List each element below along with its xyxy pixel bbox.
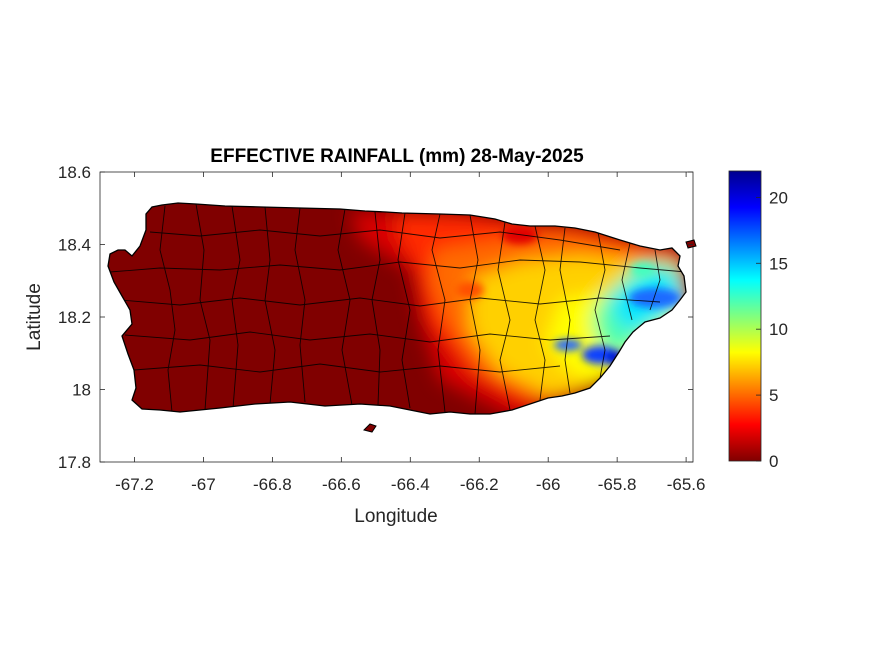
caja-de-muertos-island xyxy=(363,423,377,433)
x-tick-label: -66.8 xyxy=(253,475,292,494)
x-tick-label: -65.6 xyxy=(667,475,706,494)
colorbar-ticks: 0 5 10 15 20 xyxy=(756,188,788,471)
map-title: EFFECTIVE RAINFALL (mm) 28-May-2025 xyxy=(210,146,584,167)
x-tick-label: -66.4 xyxy=(391,475,430,494)
x-tick-label: -66 xyxy=(536,475,561,494)
island-coastline xyxy=(107,202,687,415)
y-tick-label: 17.8 xyxy=(58,453,91,472)
y-axis-ticks: 17.8 18 18.2 18.4 18.6 xyxy=(58,163,693,472)
y-axis-label: Latitude xyxy=(24,283,45,351)
colorbar-tick-label: 20 xyxy=(769,188,788,207)
colorbar-tick-label: 15 xyxy=(769,254,788,273)
x-axis-ticks: -67.2 -67 -66.8 -66.6 -66.4 -66.2 -66 -65.8 -65.… xyxy=(115,172,705,494)
x-tick-label: -67 xyxy=(191,475,216,494)
colorbar-tick-label: 0 xyxy=(769,452,778,471)
colorbar xyxy=(728,170,762,462)
y-tick-label: 18.6 xyxy=(58,163,91,182)
colorbar-tick-label: 10 xyxy=(769,320,788,339)
x-tick-label: -66.6 xyxy=(322,475,361,494)
x-axis-label: Longitude xyxy=(354,506,437,527)
colorbar-tick-label: 5 xyxy=(769,386,778,405)
small-islet-east xyxy=(685,239,697,249)
x-tick-label: -66.2 xyxy=(460,475,499,494)
y-tick-label: 18 xyxy=(72,381,91,400)
y-tick-label: 18.2 xyxy=(58,308,91,327)
x-tick-label: -67.2 xyxy=(115,475,154,494)
municipality-boundaries xyxy=(109,203,686,414)
x-tick-label: -65.8 xyxy=(598,475,637,494)
y-tick-label: 18.4 xyxy=(58,236,91,255)
